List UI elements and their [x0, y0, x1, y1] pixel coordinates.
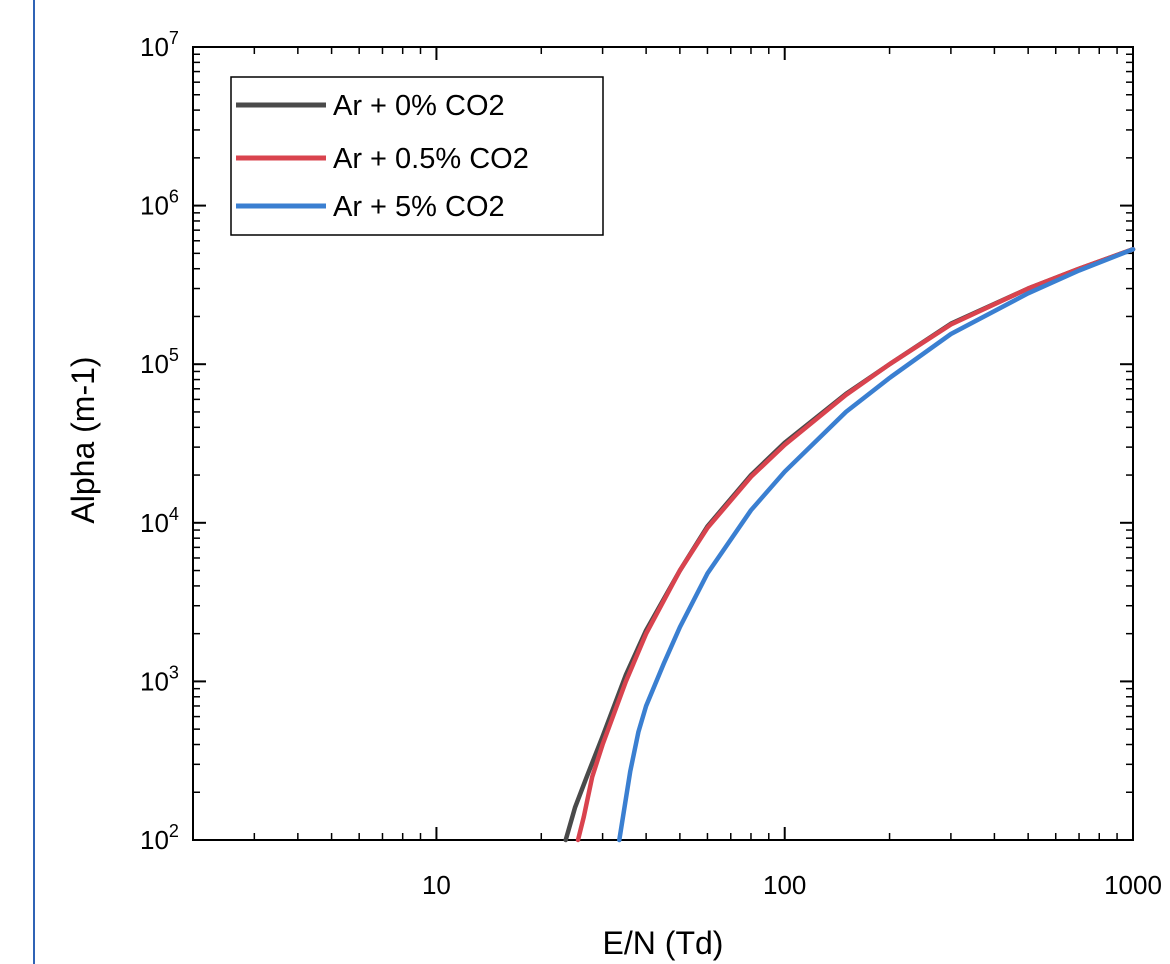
y-tick-label: 104: [140, 504, 179, 538]
x-tick-label: 1000: [1104, 870, 1162, 900]
plot-frame: [192, 46, 1134, 841]
x-tick-labels: 10 100 1000: [422, 870, 1162, 900]
y-tick-label: 106: [140, 187, 179, 221]
y-axis-title: Alpha (m-1): [65, 356, 101, 523]
legend-label-ar-5: Ar + 5% CO2: [333, 191, 505, 223]
minor-ticks: [192, 47, 1133, 840]
page-left-rule: [33, 0, 35, 964]
y-tick-label: 107: [140, 28, 179, 62]
x-axis-title: E/N (Td): [603, 925, 724, 961]
major-ticks: [193, 46, 1134, 841]
y-tick-labels: 102 103 104 105 106 107: [140, 28, 179, 855]
series-line-0: [563, 247, 1136, 843]
y-tick-label: 102: [140, 821, 179, 855]
legend: Ar + 0% CO2 Ar + 0.5% CO2 Ar + 5% CO2: [230, 76, 604, 236]
series-line-2: [617, 247, 1136, 843]
series-lines: [563, 247, 1136, 843]
legend-label-ar-0-5: Ar + 0.5% CO2: [333, 143, 529, 175]
y-tick-label: 105: [140, 345, 179, 379]
legend-label-ar-0: Ar + 0% CO2: [333, 90, 505, 122]
x-tick-label: 10: [422, 870, 451, 900]
plot-axes: [192, 46, 1134, 841]
series-line-1: [575, 247, 1136, 843]
y-tick-label: 103: [140, 662, 179, 696]
x-tick-label: 100: [763, 870, 806, 900]
